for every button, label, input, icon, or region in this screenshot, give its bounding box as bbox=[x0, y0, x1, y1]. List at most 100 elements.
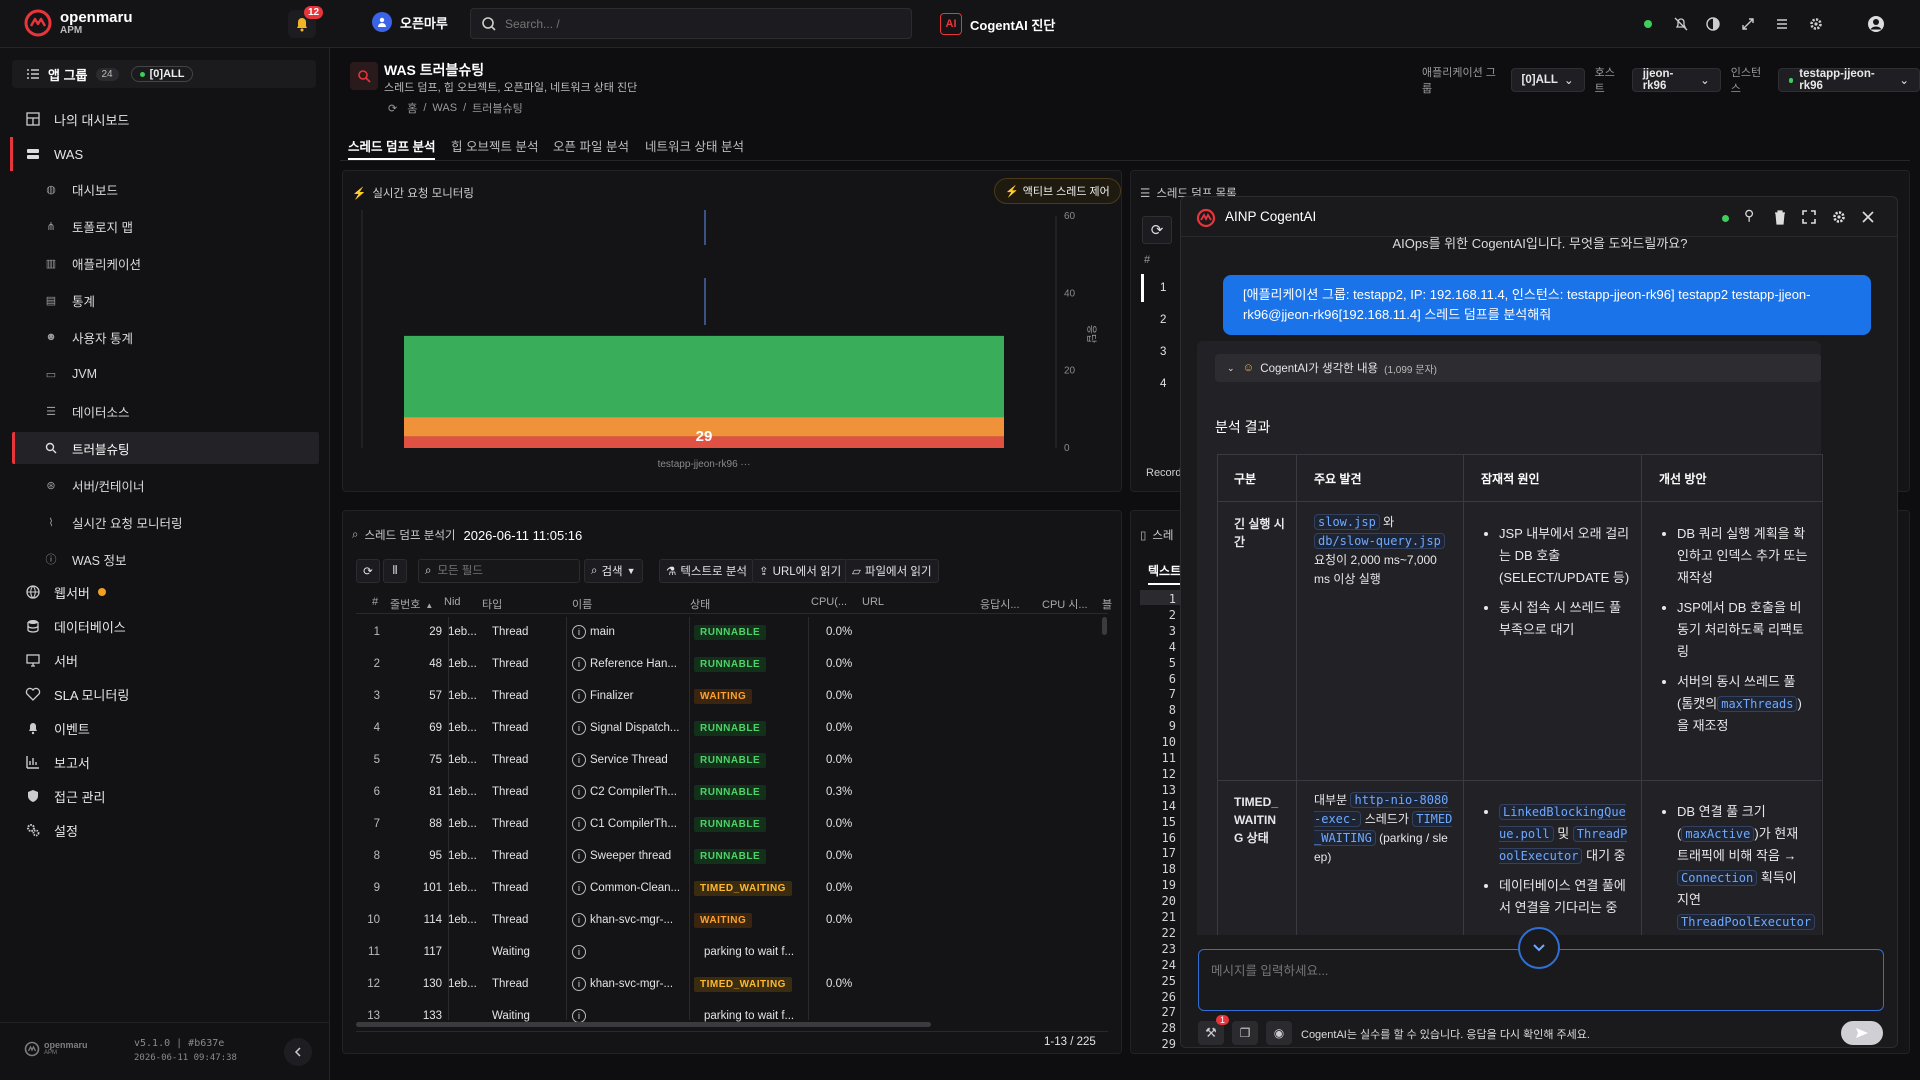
col-name[interactable]: 이름 bbox=[572, 599, 593, 611]
col-cpu[interactable]: CPU(... bbox=[811, 596, 848, 608]
info-icon[interactable]: i bbox=[572, 913, 586, 927]
vertical-scrollbar[interactable] bbox=[1102, 617, 1107, 635]
sidebar-item-was[interactable]: WAS bbox=[24, 137, 83, 171]
theme-toggle-button[interactable] bbox=[1702, 13, 1724, 35]
dump-list-row[interactable]: 4 bbox=[1160, 378, 1167, 390]
field-search-input[interactable] bbox=[437, 565, 568, 577]
sidebar-was-datasource[interactable]: ☰ 데이터소스 bbox=[44, 396, 129, 426]
refresh-icon[interactable]: ⟳ bbox=[388, 102, 398, 115]
tab-network-state[interactable]: 네트워크 상태 분석 bbox=[645, 140, 744, 154]
sidebar-was-realtime-monitoring[interactable]: ⌇ 실시간 요청 모니터링 bbox=[44, 507, 182, 537]
col-cpu-time[interactable]: CPU 시... bbox=[1042, 599, 1088, 611]
col-url[interactable]: URL bbox=[862, 596, 885, 608]
sidebar-was-info[interactable]: ⓘ WAS 정보 bbox=[44, 544, 127, 574]
col-blocked[interactable]: 블 bbox=[1102, 599, 1113, 611]
app-group-selector[interactable]: 앱 그룹 24 [0]ALL bbox=[12, 60, 316, 88]
field-search[interactable]: ⌕ bbox=[418, 559, 580, 583]
bar-segment[interactable] bbox=[404, 417, 1004, 437]
col-type[interactable]: 타입 bbox=[482, 599, 503, 611]
instance-dropdown[interactable]: testapp-jjeon-rk96 ⌄ bbox=[1777, 68, 1920, 92]
sidebar-item-database[interactable]: 데이터베이스 bbox=[24, 609, 126, 643]
table-row[interactable]: 5 75 1eb... Thread i Service Thread RUNNABLE 0.… bbox=[356, 745, 1108, 777]
sidebar-was-dashboard[interactable]: ◍ 대시보드 bbox=[44, 174, 118, 204]
tab-text[interactable]: 텍스트 bbox=[1148, 562, 1182, 585]
menu-button[interactable] bbox=[1771, 13, 1793, 35]
brand-logo[interactable]: openmaru APM bbox=[24, 9, 133, 37]
info-icon[interactable]: i bbox=[572, 721, 586, 735]
bar-segment[interactable] bbox=[404, 335, 1004, 418]
bar-segment[interactable] bbox=[404, 436, 1004, 448]
alarm-off-button[interactable] bbox=[1670, 13, 1692, 35]
active-thread-control-button[interactable]: ⚡ 액티브 스레드 제어 bbox=[994, 178, 1121, 204]
table-row[interactable]: 9 101 1eb... Thread i Common-Clean... TIMED_WA… bbox=[356, 873, 1108, 905]
read-url-button[interactable]: ⇪ URL에서 읽기 bbox=[752, 559, 849, 583]
tab-open-file[interactable]: 오픈 파일 분석 bbox=[553, 140, 629, 154]
notification-button[interactable]: 12 bbox=[288, 6, 324, 38]
tab-heap-object[interactable]: 힙 오브젝트 분석 bbox=[451, 140, 539, 154]
info-icon[interactable]: i bbox=[572, 753, 586, 767]
sidebar-item-settings[interactable]: 설정 bbox=[24, 813, 78, 847]
table-row[interactable]: 11 117 Waiting i parking to wait f... bbox=[356, 937, 1108, 969]
col-line[interactable]: 줄번호 ▲ bbox=[390, 596, 433, 612]
global-search[interactable] bbox=[470, 8, 912, 39]
read-file-button[interactable]: ▱ 파일에서 읽기 bbox=[845, 559, 939, 583]
sidebar-was-jvm[interactable]: ▭ JVM bbox=[44, 359, 97, 389]
horizontal-scrollbar[interactable] bbox=[356, 1022, 931, 1027]
breadcrumb-was[interactable]: WAS bbox=[432, 102, 458, 114]
app-group-dropdown[interactable]: [0]ALL ⌄ bbox=[1510, 68, 1585, 92]
sidebar-was-troubleshooting[interactable]: 트러블슈팅 bbox=[44, 433, 130, 463]
sidebar-item-webserver[interactable]: 웹서버 bbox=[24, 575, 106, 609]
col-nid[interactable]: Nid bbox=[444, 596, 461, 608]
scroll-to-bottom-button[interactable] bbox=[1518, 927, 1560, 969]
info-icon[interactable]: i bbox=[572, 817, 586, 831]
dump-list-row[interactable]: 3 bbox=[1160, 346, 1167, 358]
fullscreen-button[interactable] bbox=[1737, 13, 1759, 35]
info-icon[interactable]: i bbox=[572, 785, 586, 799]
workspace-selector[interactable]: 오픈마루 bbox=[372, 12, 448, 32]
info-icon[interactable]: i bbox=[572, 689, 586, 703]
trash-icon[interactable] bbox=[1773, 209, 1787, 225]
sidebar-was-stats[interactable]: ▤ 통계 bbox=[44, 285, 95, 315]
sidebar-was-topology[interactable]: ⋔ 토폴로지 맵 bbox=[44, 211, 133, 241]
app-group-filter[interactable]: [0]ALL bbox=[130, 66, 194, 82]
sidebar-was-application[interactable]: ▥ 애플리케이션 bbox=[44, 248, 141, 278]
table-row[interactable]: 3 57 1eb... Thread i Finalizer WAITING 0.0% bbox=[356, 681, 1108, 713]
maximize-icon[interactable] bbox=[1802, 210, 1816, 224]
dump-list-refresh-button[interactable]: ⟳ bbox=[1142, 216, 1172, 244]
sidebar-item-my-dashboard[interactable]: 나의 대시보드 bbox=[24, 102, 129, 136]
table-row[interactable]: 10 114 1eb... Thread i khan-svc-mgr-... WAITIN… bbox=[356, 905, 1108, 937]
cogentai-diagnose-button[interactable]: AI CogentAI 진단 bbox=[940, 13, 1055, 35]
host-dropdown[interactable]: jjeon-rk96 ⌄ bbox=[1631, 68, 1721, 92]
gear-icon[interactable] bbox=[1831, 209, 1847, 225]
thinking-toggle[interactable]: ⌄ ☺ CogentAI가 생각한 내용 (1,099 문자) bbox=[1215, 354, 1821, 382]
col-state[interactable]: 상태 bbox=[690, 599, 711, 611]
pin-button[interactable]: ⚲ bbox=[1744, 207, 1754, 224]
dump-list-row[interactable]: 2 bbox=[1160, 314, 1167, 326]
info-icon[interactable]: i bbox=[572, 881, 586, 895]
sidebar-was-user-stats[interactable]: ☻ 사용자 통계 bbox=[44, 322, 133, 352]
table-row[interactable]: 2 48 1eb... Thread i Reference Han... RUNNABLE… bbox=[356, 649, 1108, 681]
collapse-sidebar-button[interactable] bbox=[284, 1038, 312, 1066]
copy-button[interactable]: ❐ bbox=[1232, 1021, 1258, 1045]
info-icon[interactable]: i bbox=[572, 1009, 586, 1023]
table-row[interactable]: 12 130 1eb... Thread i khan-svc-mgr-... TIMED_… bbox=[356, 969, 1108, 1001]
table-row[interactable]: 4 69 1eb... Thread i Signal Dispatch... RUNNAB… bbox=[356, 713, 1108, 745]
table-row[interactable]: 6 81 1eb... Thread i C2 CompilerTh... RUNNABLE… bbox=[356, 777, 1108, 809]
dump-list-row[interactable]: 1 bbox=[1160, 282, 1167, 294]
info-icon[interactable]: i bbox=[572, 849, 586, 863]
tools-button[interactable]: ⚒ 1 bbox=[1198, 1015, 1230, 1045]
close-icon[interactable] bbox=[1861, 210, 1875, 224]
sidebar-was-server-container[interactable]: ⊛ 서버/컨테이너 bbox=[44, 470, 144, 500]
info-icon[interactable]: i bbox=[572, 625, 586, 639]
info-icon[interactable]: i bbox=[572, 945, 586, 959]
tab-thread-dump[interactable]: 스레드 덤프 분석 bbox=[348, 136, 436, 160]
col-index[interactable]: # bbox=[372, 596, 379, 608]
search-mode-dropdown[interactable]: ⌕ 검색 ▼ bbox=[584, 559, 643, 583]
table-row[interactable]: 7 88 1eb... Thread i C1 CompilerTh... RUNNABLE… bbox=[356, 809, 1108, 841]
settings-button[interactable] bbox=[1805, 13, 1827, 35]
sidebar-item-sla[interactable]: SLA 모니터링 bbox=[24, 677, 129, 711]
send-button[interactable] bbox=[1841, 1021, 1883, 1045]
search-input[interactable] bbox=[505, 16, 885, 31]
sidebar-item-server[interactable]: 서버 bbox=[24, 643, 78, 677]
table-row[interactable]: 8 95 1eb... Thread i Sweeper thread RUNNABLE 0.… bbox=[356, 841, 1108, 873]
